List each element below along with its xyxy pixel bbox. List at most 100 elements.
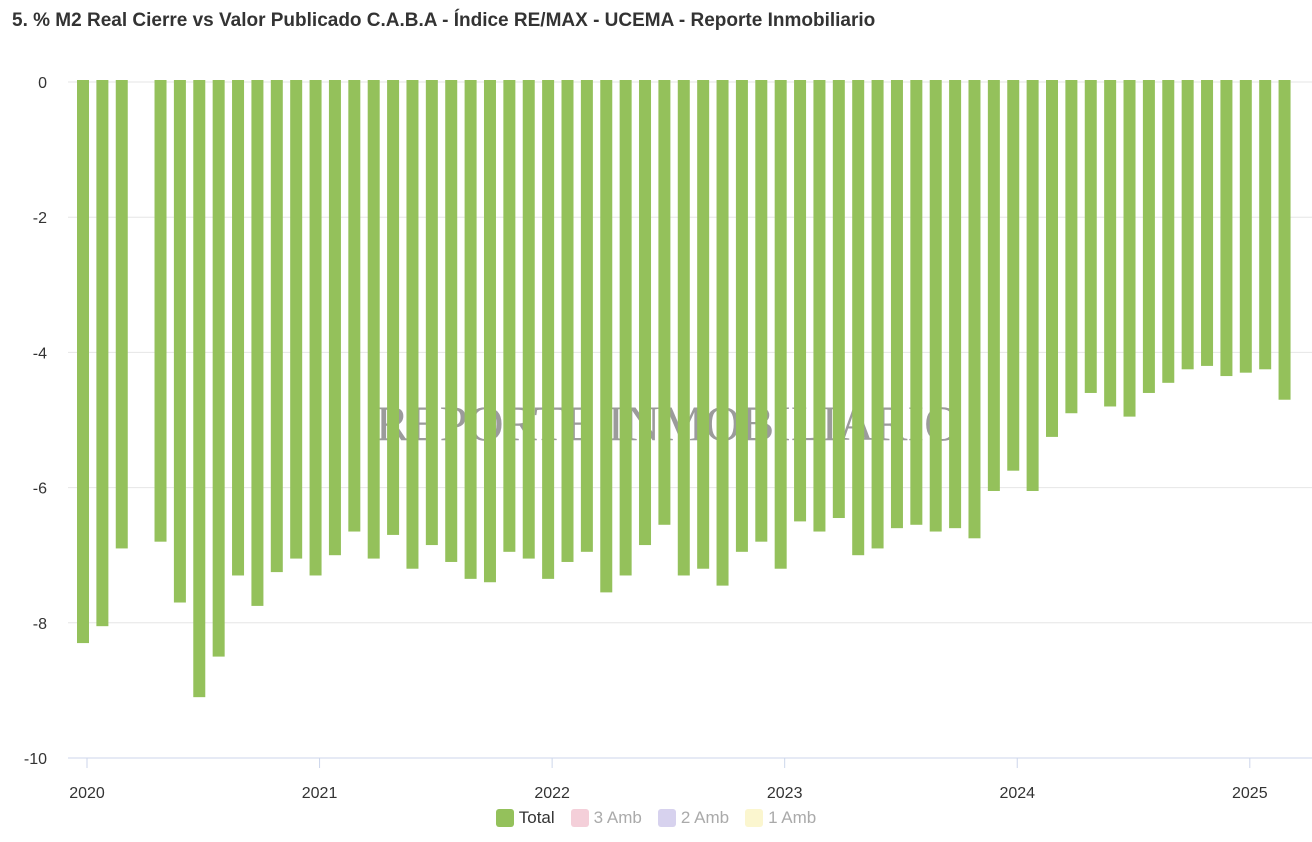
- bar[interactable]: [580, 82, 593, 552]
- bar[interactable]: [677, 82, 690, 576]
- bar[interactable]: [910, 82, 923, 525]
- bar[interactable]: [987, 82, 1000, 491]
- bar[interactable]: [425, 82, 438, 546]
- bar-cap: [871, 80, 884, 82]
- legend-label: Total: [518, 808, 555, 827]
- bar[interactable]: [1065, 82, 1078, 414]
- bar[interactable]: [735, 82, 748, 552]
- bar-cap: [212, 80, 225, 82]
- legend-item-3-amb[interactable]: 3 Amb: [570, 808, 642, 828]
- bar[interactable]: [542, 82, 555, 579]
- bar[interactable]: [1046, 82, 1058, 437]
- bar[interactable]: [774, 82, 787, 569]
- bar[interactable]: [1026, 82, 1039, 491]
- bar-cap: [1162, 80, 1175, 82]
- bar[interactable]: [309, 82, 322, 576]
- bar[interactable]: [1104, 82, 1117, 407]
- bar[interactable]: [115, 82, 128, 549]
- bar-cap: [852, 80, 865, 82]
- bar[interactable]: [619, 82, 632, 576]
- bar[interactable]: [96, 82, 109, 627]
- bar[interactable]: [1181, 82, 1194, 370]
- bar[interactable]: [871, 82, 884, 549]
- bar[interactable]: [813, 82, 826, 532]
- legend-swatch: [570, 809, 589, 827]
- bar-cap: [1123, 80, 1136, 82]
- bar-cap: [1220, 80, 1233, 82]
- bar[interactable]: [173, 82, 186, 603]
- y-tick-label: -10: [24, 751, 47, 768]
- bar[interactable]: [755, 82, 768, 542]
- bar[interactable]: [949, 82, 962, 529]
- bar-cap: [658, 80, 671, 82]
- x-tick-label: 2024: [999, 785, 1035, 802]
- x-tick-label: 2021: [302, 785, 338, 802]
- bar-cap: [639, 80, 652, 82]
- bar-cap: [1142, 80, 1155, 82]
- legend-item-total[interactable]: Total: [495, 808, 555, 828]
- bar[interactable]: [1162, 82, 1175, 383]
- bar[interactable]: [1123, 82, 1136, 417]
- bar-cap: [328, 80, 341, 82]
- bar[interactable]: [193, 82, 206, 698]
- bar[interactable]: [890, 82, 903, 529]
- bar[interactable]: [212, 82, 225, 657]
- bar-cap: [987, 80, 1000, 82]
- bar[interactable]: [1239, 82, 1252, 373]
- bar[interactable]: [1220, 82, 1233, 377]
- bar[interactable]: [348, 82, 361, 532]
- legend-swatch: [495, 809, 514, 827]
- bar[interactable]: [716, 82, 729, 586]
- bar[interactable]: [483, 82, 496, 583]
- bar-cap: [115, 80, 128, 82]
- bar[interactable]: [1259, 82, 1272, 370]
- bar[interactable]: [77, 82, 89, 644]
- bar-cap: [445, 80, 458, 82]
- bar[interactable]: [794, 82, 807, 522]
- bar[interactable]: [1278, 82, 1291, 400]
- bar-cap: [968, 80, 981, 82]
- bar[interactable]: [1142, 82, 1155, 393]
- bar[interactable]: [445, 82, 458, 562]
- bar[interactable]: [1201, 82, 1214, 366]
- y-tick-label: -6: [33, 481, 47, 498]
- legend-swatch: [657, 809, 676, 827]
- bar-cap: [387, 80, 400, 82]
- legend-item-2-amb[interactable]: 2 Amb: [657, 808, 729, 828]
- bar[interactable]: [658, 82, 671, 525]
- bar[interactable]: [697, 82, 710, 569]
- bar[interactable]: [929, 82, 942, 532]
- bar[interactable]: [406, 82, 419, 569]
- bar-cap: [425, 80, 438, 82]
- bar[interactable]: [852, 82, 865, 556]
- bar[interactable]: [832, 82, 845, 519]
- bar[interactable]: [154, 82, 167, 542]
- bar-cap: [1239, 80, 1252, 82]
- bar[interactable]: [270, 82, 283, 573]
- bar[interactable]: [1007, 82, 1020, 471]
- bar-cap: [290, 80, 303, 82]
- bar[interactable]: [522, 82, 535, 559]
- bar[interactable]: [232, 82, 245, 576]
- bar[interactable]: [561, 82, 574, 562]
- y-tick-label: -8: [33, 616, 47, 633]
- bar-cap: [755, 80, 768, 82]
- bar[interactable]: [328, 82, 341, 556]
- bar[interactable]: [387, 82, 400, 535]
- legend-item-1-amb[interactable]: 1 Amb: [745, 808, 816, 828]
- bar[interactable]: [367, 82, 380, 559]
- bar-cap: [1278, 80, 1291, 82]
- bar[interactable]: [968, 82, 981, 539]
- bar-cap: [619, 80, 632, 82]
- bar-cap: [832, 80, 845, 82]
- bar[interactable]: [1084, 82, 1097, 393]
- bar[interactable]: [464, 82, 477, 579]
- bar[interactable]: [251, 82, 264, 606]
- x-tick-label: 2023: [767, 785, 803, 802]
- bar[interactable]: [290, 82, 303, 559]
- x-tick-label: 2025: [1232, 785, 1268, 802]
- bar[interactable]: [600, 82, 613, 593]
- bar[interactable]: [639, 82, 652, 546]
- bar[interactable]: [503, 82, 516, 552]
